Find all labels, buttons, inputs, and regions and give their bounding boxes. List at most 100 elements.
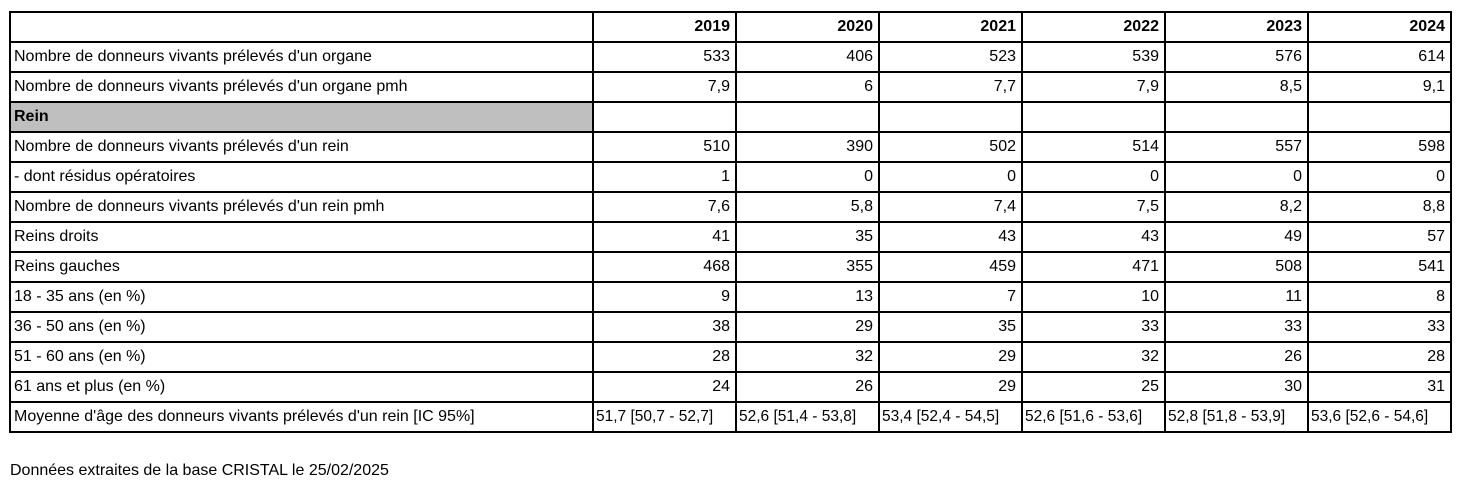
table-row-age-18-35: 18 - 35 ans (en %) 9 13 7 10 11 8 — [9, 281, 1452, 313]
cell-value: 0 — [1021, 161, 1166, 193]
cell-value: 7,5 — [1021, 191, 1166, 223]
cell-value: 53,4 [52,4 - 54,5] — [878, 401, 1023, 433]
cell-value: 7 — [878, 281, 1023, 313]
table-row-reins-droits: Reins droits 41 35 43 43 49 57 — [9, 221, 1452, 253]
cell-value — [1021, 101, 1166, 133]
year-header-2020: 2020 — [735, 11, 880, 43]
section-header-rein: Rein — [9, 101, 594, 133]
cell-value — [1164, 101, 1309, 133]
year-header-2023: 2023 — [1164, 11, 1309, 43]
cell-value: 33 — [1164, 311, 1309, 343]
cell-value: 13 — [735, 281, 880, 313]
cell-value: 541 — [1307, 251, 1452, 283]
data-source-note: Données extraites de la base CRISTAL le … — [10, 462, 389, 479]
year-header-2022: 2022 — [1021, 11, 1166, 43]
table-row-donors-organ: Nombre de donneurs vivants prélevés d'un… — [9, 41, 1452, 73]
row-label: Nombre de donneurs vivants prélevés d'un… — [9, 71, 594, 103]
cell-value: 7,4 — [878, 191, 1023, 223]
cell-value — [735, 101, 880, 133]
cell-value: 30 — [1164, 371, 1309, 403]
cell-value: 539 — [1021, 41, 1166, 73]
cell-value: 28 — [592, 341, 737, 373]
row-label: 36 - 50 ans (en %) — [9, 311, 594, 343]
cell-value: 49 — [1164, 221, 1309, 253]
table-row-donors-rein: Nombre de donneurs vivants prélevés d'un… — [9, 131, 1452, 163]
year-header-2021: 2021 — [878, 11, 1023, 43]
row-label: Nombre de donneurs vivants prélevés d'un… — [9, 191, 594, 223]
cell-value: 25 — [1021, 371, 1166, 403]
cell-value: 7,6 — [592, 191, 737, 223]
cell-value: 31 — [1307, 371, 1452, 403]
cell-value: 32 — [1021, 341, 1166, 373]
cell-value: 614 — [1307, 41, 1452, 73]
cell-value: 502 — [878, 131, 1023, 163]
cell-value: 41 — [592, 221, 737, 253]
header-row: 2019 2020 2021 2022 2023 2024 — [9, 11, 1452, 43]
row-label: 18 - 35 ans (en %) — [9, 281, 594, 313]
cell-value: 8,2 — [1164, 191, 1309, 223]
cell-value: 598 — [1307, 131, 1452, 163]
cell-value: 8 — [1307, 281, 1452, 313]
cell-value: 57 — [1307, 221, 1452, 253]
cell-value: 38 — [592, 311, 737, 343]
table-row-donors-organ-pmh: Nombre de donneurs vivants prélevés d'un… — [9, 71, 1452, 103]
cell-value: 471 — [1021, 251, 1166, 283]
cell-value — [878, 101, 1023, 133]
row-label: Nombre de donneurs vivants prélevés d'un… — [9, 131, 594, 163]
cell-value: 52,6 [51,6 - 53,6] — [1021, 401, 1166, 433]
cell-value: 8,5 — [1164, 71, 1309, 103]
cell-value: 533 — [592, 41, 737, 73]
cell-value: 7,9 — [592, 71, 737, 103]
cell-value: 24 — [592, 371, 737, 403]
cell-value: 7,9 — [1021, 71, 1166, 103]
cell-value: 35 — [878, 311, 1023, 343]
living-donors-stats-table: 2019 2020 2021 2022 2023 2024 Nombre de … — [9, 11, 1452, 433]
row-label: 61 ans et plus (en %) — [9, 371, 594, 403]
cell-value: 510 — [592, 131, 737, 163]
cell-value: 10 — [1021, 281, 1166, 313]
cell-value: 576 — [1164, 41, 1309, 73]
cell-value: 0 — [1307, 161, 1452, 193]
table-row-reins-gauches: Reins gauches 468 355 459 471 508 541 — [9, 251, 1452, 283]
cell-value: 0 — [878, 161, 1023, 193]
cell-value: 406 — [735, 41, 880, 73]
cell-value: 32 — [735, 341, 880, 373]
table-row-section-rein: Rein — [9, 101, 1452, 133]
cell-value: 508 — [1164, 251, 1309, 283]
cell-value: 33 — [1307, 311, 1452, 343]
table-row-age-36-50: 36 - 50 ans (en %) 38 29 35 33 33 33 — [9, 311, 1452, 343]
cell-value: 43 — [878, 221, 1023, 253]
cell-value: 0 — [735, 161, 880, 193]
cell-value: 514 — [1021, 131, 1166, 163]
cell-value: 29 — [878, 371, 1023, 403]
table-row-donors-rein-pmh: Nombre de donneurs vivants prélevés d'un… — [9, 191, 1452, 223]
cell-value: 11 — [1164, 281, 1309, 313]
table-row-moyenne-age-ic95: Moyenne d'âge des donneurs vivants préle… — [9, 401, 1452, 433]
cell-value: 5,8 — [735, 191, 880, 223]
year-header-2019: 2019 — [592, 11, 737, 43]
cell-value: 53,6 [52,6 - 54,6] — [1307, 401, 1452, 433]
cell-value: 29 — [735, 311, 880, 343]
cell-value: 52,6 [51,4 - 53,8] — [735, 401, 880, 433]
cell-value: 390 — [735, 131, 880, 163]
cell-value: 0 — [1164, 161, 1309, 193]
cell-value: 29 — [878, 341, 1023, 373]
cell-value: 355 — [735, 251, 880, 283]
cell-value: 9,1 — [1307, 71, 1452, 103]
cell-value: 26 — [735, 371, 880, 403]
cell-value: 7,7 — [878, 71, 1023, 103]
corner-cell — [9, 11, 594, 43]
cell-value: 459 — [878, 251, 1023, 283]
cell-value: 468 — [592, 251, 737, 283]
row-label: - dont résidus opératoires — [9, 161, 594, 193]
cell-value — [1307, 101, 1452, 133]
cell-value: 8,8 — [1307, 191, 1452, 223]
row-label: Moyenne d'âge des donneurs vivants préle… — [9, 401, 594, 433]
cell-value: 43 — [1021, 221, 1166, 253]
cell-value: 1 — [592, 161, 737, 193]
cell-value: 6 — [735, 71, 880, 103]
cell-value: 28 — [1307, 341, 1452, 373]
cell-value: 52,8 [51,8 - 53,9] — [1164, 401, 1309, 433]
row-label: Reins droits — [9, 221, 594, 253]
cell-value: 51,7 [50,7 - 52,7] — [592, 401, 737, 433]
